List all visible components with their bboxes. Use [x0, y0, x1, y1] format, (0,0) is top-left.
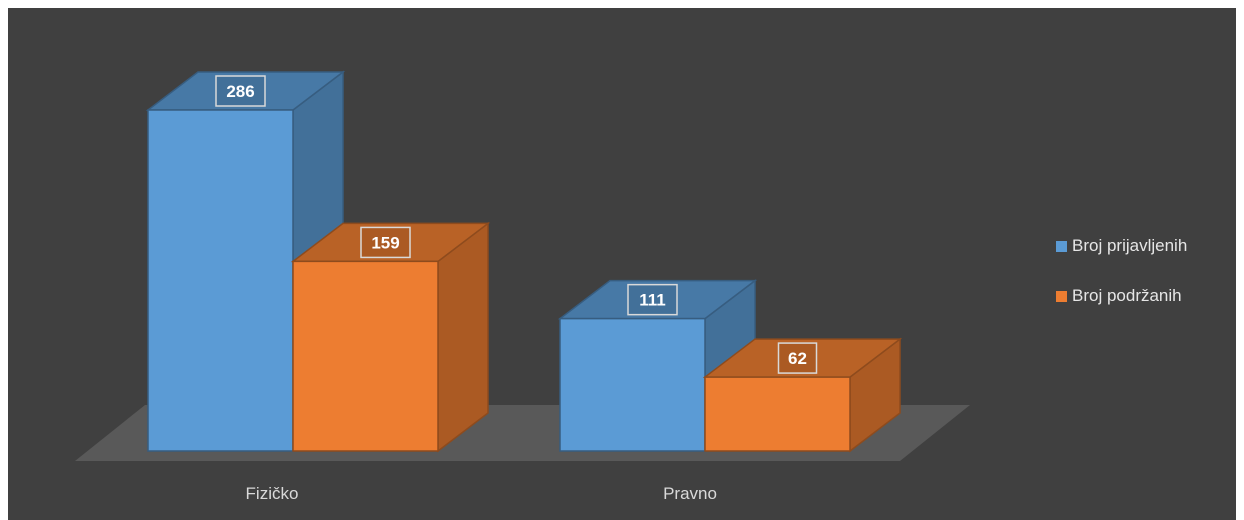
category-label-fizicko: Fizičko	[246, 484, 299, 503]
legend: Broj prijavljenih Broj podržanih	[1056, 232, 1187, 332]
legend-label-podrzanih: Broj podržanih	[1072, 286, 1182, 305]
bar-front-face	[704, 376, 851, 452]
data-label-box	[215, 75, 266, 107]
data-label-box	[627, 283, 678, 316]
bar-front-face	[147, 109, 294, 452]
data-label: 62	[788, 349, 807, 368]
data-label-box	[360, 226, 411, 259]
data-label: 159	[371, 233, 399, 252]
data-label: 286	[226, 82, 254, 101]
data-label-box	[777, 342, 818, 374]
legend-item-podrzanih: Broj podržanih	[1056, 282, 1187, 310]
legend-swatch-podrzanih	[1056, 290, 1067, 302]
data-label: 111	[639, 291, 666, 310]
legend-item-prijavljenih: Broj prijavljenih	[1056, 232, 1187, 260]
bar-side-face	[437, 221, 489, 453]
bar-podrzanih-0	[290, 221, 491, 453]
legend-swatch-prijavljenih	[1056, 240, 1067, 252]
bar-front-face	[292, 260, 439, 452]
bar-front-face	[559, 317, 706, 452]
category-label-pravno: Pravno	[663, 484, 717, 503]
legend-label-prijavljenih: Broj prijavljenih	[1072, 236, 1188, 255]
